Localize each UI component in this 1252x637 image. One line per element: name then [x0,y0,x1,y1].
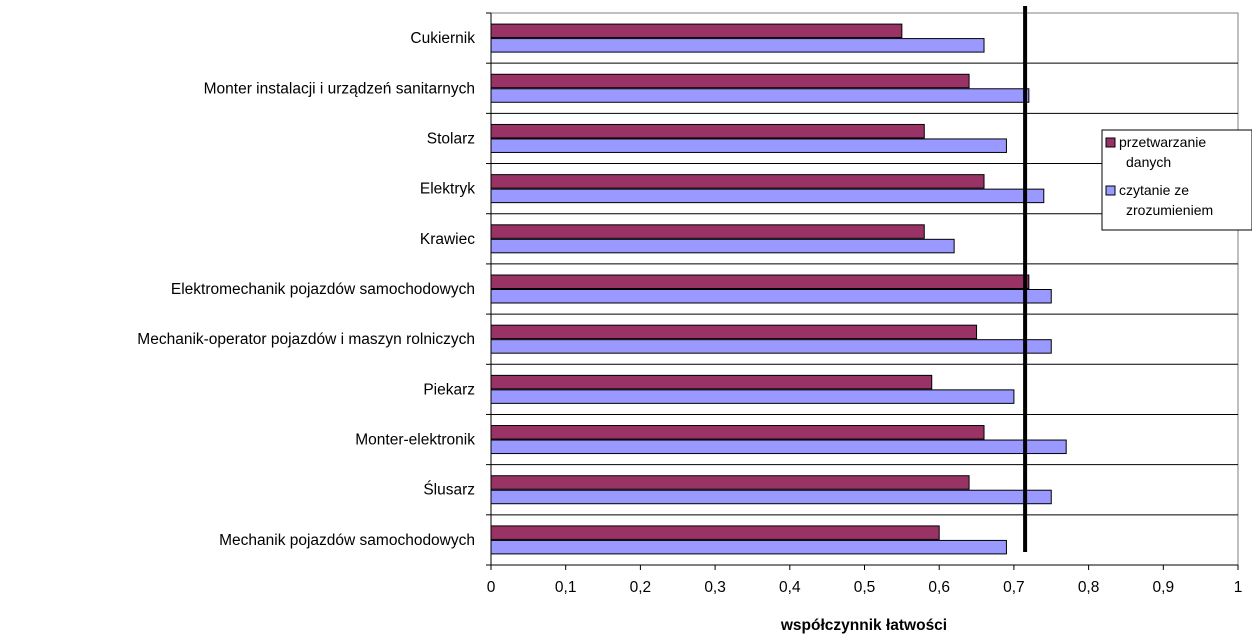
legend-label-czytanie-line2: zrozumieniem [1126,202,1213,218]
bar-przetwarzanie [490,374,933,390]
bar-przetwarzanie [490,123,925,139]
category-labels: Cukiernik Monter instalacji i urządzeń sa… [137,30,475,549]
category-label: Mechanik-operator pojazdów i maszyn roln… [137,331,475,348]
legend-box [1101,129,1252,231]
x-tick-labels: 0 0,1 0,2 0,3 0,4 0,5 0,6 0,7 0,8 0,9 1 [487,579,1243,596]
legend: przetwarzanie danych czytanie ze zrozumi… [1101,129,1252,231]
bar-przetwarzanie [490,425,985,440]
bar-przetwarzanie [490,23,903,39]
legend-label-czytanie-line1: czytanie ze [1119,182,1189,198]
bar-czytanie [490,439,1067,455]
category-label: Monter instalacji i urządzeń sanitarnych [204,80,475,97]
bar-czytanie [490,289,1052,304]
category-label: Ślusarz [423,481,475,499]
bar-przetwarzanie [490,274,1030,289]
x-axis-title: współczynnik łatwości [780,617,947,634]
bar-czytanie [490,389,1015,404]
category-label: Elektryk [420,181,475,198]
x-tick-label: 0 [487,579,496,596]
x-tick-label: 0,2 [630,579,652,596]
category-label: Monter-elektronik [355,432,475,449]
gridlines [491,62,1238,516]
bar-przetwarzanie [490,525,940,540]
legend-swatch-przetwarzanie [1105,137,1116,148]
bar-czytanie [490,88,1030,103]
legend-swatch-czytanie [1105,185,1116,196]
bar-przetwarzanie [490,73,970,89]
bar-przetwarzanie [490,324,978,340]
x-tick-label: 0,5 [854,579,876,596]
x-tick-label: 0,4 [779,579,801,596]
x-tick-label: 0,9 [1153,579,1175,596]
category-label: Stolarz [427,130,475,147]
bars [490,23,1067,555]
x-tick-label: 0,6 [928,579,950,596]
legend-label-przetwarzanie-line2: danych [1126,154,1171,170]
legend-label-przetwarzanie-line1: przetwarzanie [1119,134,1206,150]
category-label: Elektromechanik pojazdów samochodowych [171,281,475,298]
bar-czytanie [490,489,1052,505]
x-tick-label: 0,3 [704,579,726,596]
bar-czytanie [490,138,1007,153]
bar-przetwarzanie [490,475,970,490]
bar-czytanie [490,238,955,254]
category-label: Krawiec [420,231,475,248]
bar-czytanie [490,38,985,53]
axes [486,12,1239,570]
category-label: Mechanik pojazdów samochodowych [219,532,475,549]
bar-czytanie [490,539,1007,555]
x-tick-label: 1 [1234,579,1243,596]
x-tick-label: 0,1 [555,579,577,596]
bar-przetwarzanie [490,174,985,189]
x-tick-label: 0,7 [1003,579,1025,596]
category-label: Cukiernik [410,30,475,47]
bar-czytanie [490,339,1052,354]
x-tick-label: 0,8 [1078,579,1100,596]
bar-przetwarzanie [490,224,925,239]
category-label: Piekarz [423,381,475,398]
bar-czytanie [490,188,1045,204]
